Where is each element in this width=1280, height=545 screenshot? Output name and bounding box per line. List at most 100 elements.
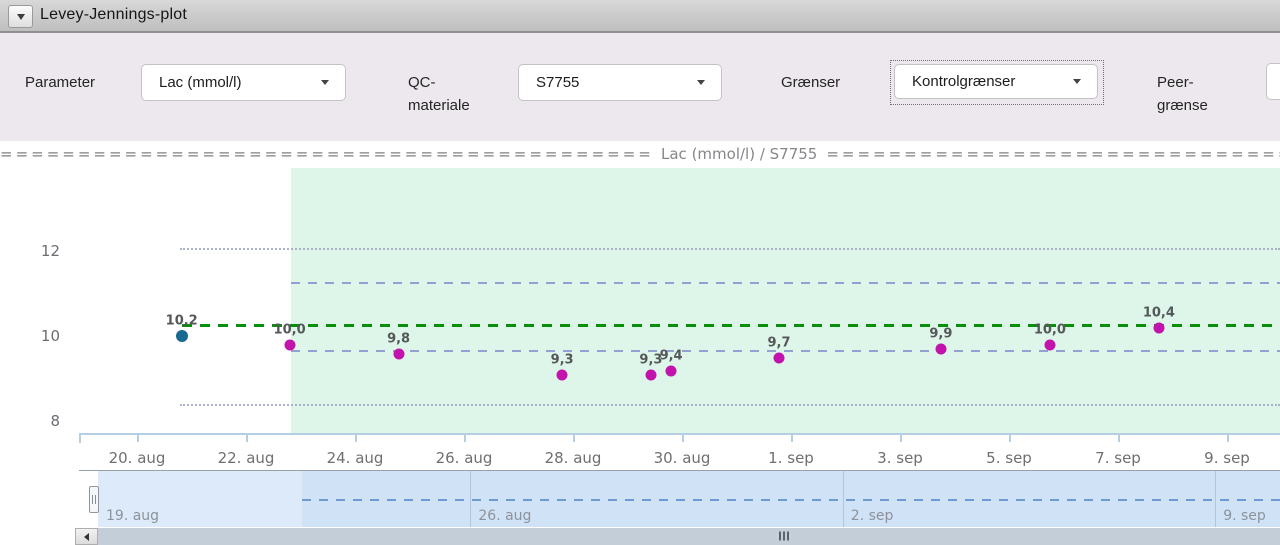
x-axis-tick [355, 433, 357, 442]
navigator-date-label: 19. aug [106, 508, 160, 524]
control-bar: Parameter Lac (mmol/l) QC- materiale S77… [0, 33, 1280, 141]
caret-down-icon [16, 13, 25, 20]
parameter-label: Parameter [25, 74, 96, 91]
peer-limit-dropdown[interactable] [1266, 63, 1280, 100]
grip-lines-icon [779, 531, 781, 541]
data-point[interactable] [645, 369, 657, 381]
limits-dropdown-focus-ring: Kontrolgrænser [890, 60, 1104, 105]
x-axis-label: 24. aug [326, 449, 384, 467]
data-point[interactable] [393, 348, 405, 360]
peer-limit-label-line1: Peer- [1157, 74, 1194, 91]
data-point-label: 9,8 [387, 331, 411, 347]
current-lot-region [291, 168, 1280, 433]
x-axis-label: 1. sep [768, 449, 814, 467]
parameter-dropdown[interactable]: Lac (mmol/l) [141, 64, 346, 101]
range_top-line [179, 247, 1280, 250]
navigator-gridline [470, 471, 472, 527]
x-axis-tick [1118, 433, 1120, 442]
navigator-top-border [79, 470, 1280, 471]
grip-lines-icon [95, 495, 96, 504]
data-point[interactable] [935, 343, 947, 355]
caret-down-icon [697, 80, 705, 85]
upper_control_limit-line [291, 282, 1280, 285]
data-point-label: 10,0 [273, 322, 306, 338]
x-axis-label: 7. sep [1095, 449, 1141, 467]
data-point-label: 9,9 [929, 326, 953, 342]
qc-material-label-line1: QC- [408, 74, 436, 91]
navigator-resize-handle[interactable] [89, 486, 99, 513]
x-axis-tick [900, 433, 902, 442]
scroll-left-button[interactable] [75, 528, 98, 545]
x-axis-tick [573, 433, 575, 442]
navigator-date-label: 2. sep [850, 508, 894, 524]
navigator-date-label: 9. sep [1223, 508, 1266, 524]
x-axis-tick [246, 433, 248, 442]
x-axis-tick [791, 433, 793, 442]
window-title: Levey-Jennings-plot [40, 6, 187, 23]
x-axis-label: 28. aug [544, 449, 602, 467]
horizontal-scrollbar-track[interactable] [98, 528, 1280, 545]
x-axis-tick [464, 433, 466, 442]
x-axis-label: 26. aug [435, 449, 493, 467]
x-axis-tick [1009, 433, 1011, 442]
data-point[interactable] [1153, 322, 1165, 334]
x-axis-label: 9. sep [1204, 449, 1250, 467]
data-point-label: 9,3 [639, 352, 663, 368]
divider-line-right: ========================================… [826, 145, 1280, 163]
navigator-center-dash-line [301, 499, 1280, 501]
qc-material-label-line2: materiale [408, 97, 470, 114]
qc-material-value: S7755 [536, 74, 580, 91]
data-point-label: 10,0 [1033, 322, 1066, 338]
data-point-label: 9,3 [550, 352, 574, 368]
data-point-label: 9,4 [659, 348, 683, 364]
divider-line-left: ========================================… [0, 145, 652, 163]
caret-down-icon [321, 80, 329, 85]
navigator-gridline [842, 471, 844, 527]
data-point[interactable] [1044, 339, 1056, 351]
chart-title-divider: ========================================… [0, 145, 1280, 163]
x-axis-tick [137, 433, 139, 442]
triangle-left-icon [84, 532, 89, 541]
peer-limit-label: Peer- grænse [1157, 71, 1208, 117]
range_bottom-line [179, 403, 1280, 406]
x-axis-label: 30. aug [653, 449, 711, 467]
lower_control_limit-line [291, 350, 1280, 353]
data-point-label: 9,7 [767, 335, 791, 351]
data-point[interactable] [175, 330, 188, 343]
x-axis-tick [1227, 433, 1229, 442]
x-axis-line [79, 433, 1280, 435]
data-point[interactable] [284, 339, 296, 351]
qc-material-label: QC- materiale [408, 71, 470, 117]
grip-lines-icon [787, 531, 789, 541]
x-axis-label: 5. sep [986, 449, 1032, 467]
data-point[interactable] [665, 365, 677, 377]
scrollbar-thumb-grip[interactable] [779, 531, 789, 541]
x-axis-label: 20. aug [108, 449, 166, 467]
limits-dropdown[interactable]: Kontrolgrænser [894, 64, 1098, 99]
limits-value: Kontrolgrænser [912, 73, 1016, 90]
x-axis-tick [682, 433, 684, 442]
collapse-panel-button[interactable] [8, 5, 33, 28]
y-axis-label: 12 [40, 242, 60, 260]
x-axis-edge-tick [79, 433, 81, 443]
y-axis-label: 10 [40, 327, 60, 345]
data-point-label: 10,4 [1142, 305, 1175, 321]
grip-lines-icon [92, 495, 93, 504]
data-point[interactable] [556, 369, 568, 381]
y-axis-label: 8 [50, 412, 60, 430]
parameter-value: Lac (mmol/l) [159, 74, 242, 91]
peer-limit-label-line2: grænse [1157, 97, 1208, 114]
x-axis-label: 22. aug [217, 449, 275, 467]
limits-label: Grænser [781, 74, 841, 91]
navigator-gridline [1215, 471, 1217, 527]
qc-material-dropdown[interactable]: S7755 [518, 64, 722, 101]
navigator-date-label: 26. aug [478, 508, 532, 524]
data-point-label: 10,2 [165, 313, 198, 329]
grip-lines-icon [783, 531, 785, 541]
x-axis-label: 3. sep [877, 449, 923, 467]
chart-title: Lac (mmol/l) / S7755 [661, 145, 818, 163]
data-point[interactable] [773, 352, 785, 364]
caret-down-icon [1073, 79, 1081, 84]
